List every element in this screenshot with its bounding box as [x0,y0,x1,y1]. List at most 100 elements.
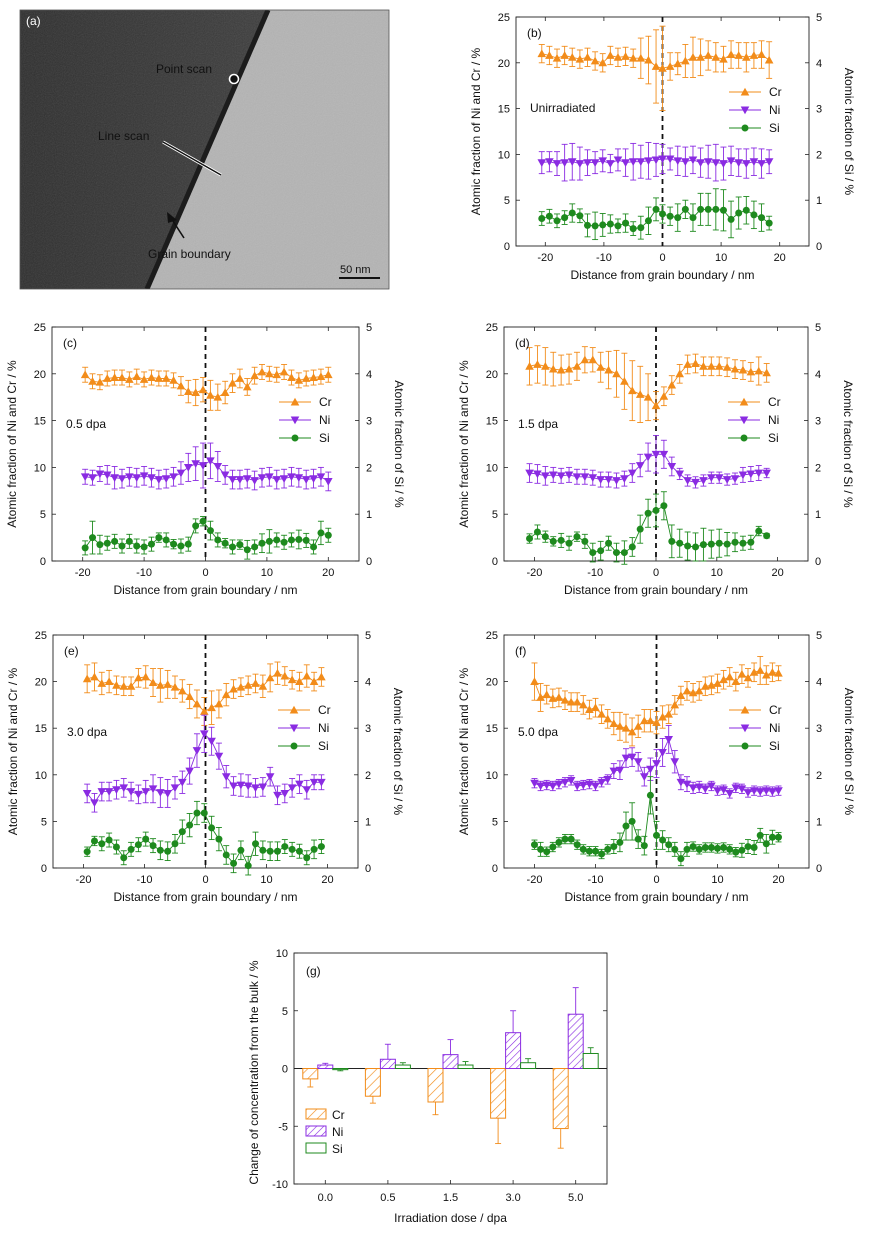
y-right-axis-label: Atomic fraction of Si / % [842,68,856,196]
y-right-tick-label: 5 [816,12,822,24]
data-point-si [98,840,106,848]
series-line-si [84,520,329,551]
y-right-tick-label: 0 [366,556,372,568]
data-point-si [243,546,251,554]
data-point-ni [658,748,667,757]
data-point-ni [621,754,631,763]
data-point-cr [90,672,99,681]
y-left-tick-label: 20 [486,677,498,689]
y-left-tick-label: 10 [486,770,498,782]
y-left-tick-label: 0 [492,556,498,568]
data-point-ni [701,785,710,794]
legend-marker-ni [739,416,749,425]
data-point-cr [317,672,326,681]
x-axis-label: Irradiation dose / dpa [394,1211,507,1225]
data-point-ni [741,160,751,168]
series-cr [537,25,774,111]
data-point-si [134,841,142,849]
panel-label: (c) [63,336,77,350]
x-tick-label: -10 [137,874,153,886]
data-point-si [90,837,98,845]
data-point-si [742,206,750,214]
y-left-tick-label: 0 [40,556,46,568]
data-point-si [750,211,758,219]
data-point-cr [615,722,625,730]
data-point-si [585,847,593,855]
data-point-si [646,791,654,799]
data-point-si [579,845,587,853]
image-noise-texture [20,10,389,289]
data-point-si [616,838,624,846]
data-point-si [259,846,267,854]
data-point-si [565,539,573,547]
data-point-cr [301,374,311,382]
data-point-si [659,210,666,218]
data-point-si [775,833,782,841]
data-point-ni [207,737,216,746]
data-point-si [317,843,325,851]
data-point-ni [681,158,690,167]
data-point-si [89,534,97,542]
data-point-ni [714,474,724,482]
data-point-ni [612,477,621,485]
y-left-axis-label: Atomic fraction of Ni and Cr / % [457,667,471,835]
x-tick-label: -10 [588,874,604,886]
data-point-ni [257,474,267,482]
legend-label-si: Si [769,121,780,135]
data-point-si [599,221,607,229]
data-point-si [707,540,715,548]
data-point-ni [229,782,238,791]
data-point-ni [646,765,655,774]
grain-boundary-arrow [170,217,185,239]
dose-annotation: 1.5 dpa [518,417,558,431]
data-point-ni [287,473,296,482]
legend-label-ni: Ni [318,721,329,735]
data-point-ni [156,789,165,797]
data-point-si [105,836,113,844]
data-point-cr [191,388,200,396]
y-left-tick-label: 15 [486,416,498,428]
data-point-ni [719,786,728,795]
data-point-ni [206,457,215,466]
data-point-cr [265,369,274,378]
legend-label-ni: Ni [769,721,780,735]
data-point-si [684,542,692,550]
line-chart-b: -20 -10 0 10 20 0 5 10 15 20 25 0 1 2 3 4 5 Distance from… [469,12,856,282]
data-point-cr [309,373,318,381]
y-right-tick-label: 0 [816,241,822,253]
data-point-si [668,537,676,545]
data-point-cr [682,686,692,695]
data-point-si [125,537,133,545]
data-point-ni [280,790,290,798]
data-point-cr [665,62,675,70]
data-point-cr [235,374,245,382]
data-point-cr [731,677,741,686]
data-point-si [689,214,697,222]
data-point-si [553,217,561,225]
data-point-ni [119,784,129,793]
data-point-ni [154,476,164,484]
data-point-ni [633,758,643,767]
data-point-si [281,843,289,851]
data-point-ni [726,157,736,166]
data-point-cr [572,362,582,370]
data-point-ni [755,788,765,796]
data-point-ni [673,157,683,166]
data-point-cr [250,371,259,380]
data-point-si [755,527,763,535]
data-point-si [612,549,620,557]
data-point-si [266,847,274,855]
data-point-cr [213,392,223,401]
data-point-cr [768,667,777,676]
data-point-cr [280,671,290,680]
data-point-si [324,531,332,539]
data-point-si [659,836,667,844]
data-point-si [732,848,740,856]
data-point-cr [112,681,121,689]
legend-marker-cr [289,705,299,714]
data-point-ni [317,778,326,787]
x-tick-label: 1.5 [443,1192,458,1204]
data-point-cr [536,693,545,701]
data-point-si [206,527,214,535]
scale-bar-label: 50 nm [340,264,371,276]
